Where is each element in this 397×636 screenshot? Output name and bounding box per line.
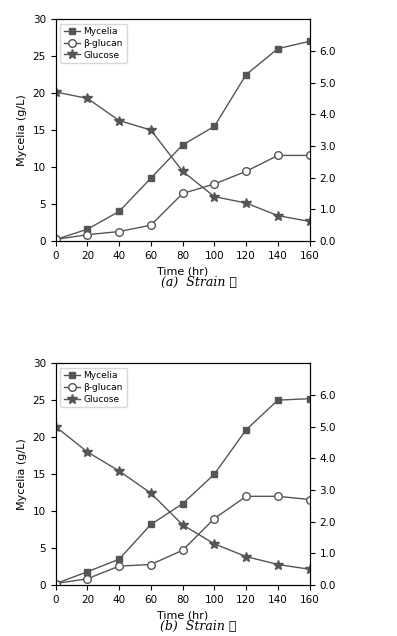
β-glucan bbox=[85, 575, 90, 583]
Glucose bbox=[53, 423, 58, 431]
Glucose bbox=[53, 88, 58, 96]
Mycelia bbox=[212, 470, 217, 478]
Glucose bbox=[307, 218, 312, 225]
Glucose bbox=[85, 448, 90, 456]
β-glucan bbox=[148, 561, 153, 569]
Mycelia bbox=[53, 580, 58, 588]
Mycelia bbox=[276, 396, 280, 404]
Mycelia bbox=[148, 521, 153, 529]
Glucose bbox=[180, 521, 185, 529]
Glucose bbox=[212, 193, 217, 200]
Line: Glucose: Glucose bbox=[51, 87, 314, 226]
β-glucan bbox=[180, 546, 185, 554]
Line: β-glucan: β-glucan bbox=[52, 151, 314, 244]
Line: Mycelia: Mycelia bbox=[52, 38, 313, 243]
β-glucan bbox=[212, 515, 217, 522]
Mycelia bbox=[307, 395, 312, 403]
Mycelia bbox=[117, 555, 121, 563]
β-glucan bbox=[244, 167, 249, 175]
Text: (b)  Strain ②: (b) Strain ② bbox=[160, 620, 237, 633]
Glucose bbox=[148, 489, 153, 497]
Mycelia bbox=[212, 123, 217, 130]
β-glucan bbox=[148, 221, 153, 229]
Glucose bbox=[117, 467, 121, 475]
Glucose bbox=[307, 565, 312, 573]
Mycelia bbox=[180, 141, 185, 149]
X-axis label: Time (hr): Time (hr) bbox=[157, 266, 208, 276]
Glucose bbox=[148, 127, 153, 134]
β-glucan bbox=[53, 236, 58, 244]
Glucose bbox=[276, 561, 280, 569]
Legend: Mycelia, β-glucan, Glucose: Mycelia, β-glucan, Glucose bbox=[60, 24, 127, 63]
Mycelia bbox=[85, 568, 90, 576]
β-glucan bbox=[85, 231, 90, 238]
Glucose bbox=[276, 212, 280, 219]
β-glucan bbox=[276, 492, 280, 500]
Mycelia bbox=[85, 225, 90, 233]
β-glucan bbox=[307, 495, 312, 503]
Mycelia bbox=[117, 207, 121, 215]
Mycelia bbox=[307, 38, 312, 45]
Glucose bbox=[244, 199, 249, 207]
Glucose bbox=[117, 117, 121, 125]
Mycelia bbox=[53, 236, 58, 244]
Line: Glucose: Glucose bbox=[51, 422, 314, 574]
Line: β-glucan: β-glucan bbox=[52, 492, 314, 588]
Glucose bbox=[212, 540, 217, 548]
β-glucan bbox=[212, 180, 217, 188]
β-glucan bbox=[244, 492, 249, 500]
Legend: Mycelia, β-glucan, Glucose: Mycelia, β-glucan, Glucose bbox=[60, 368, 127, 407]
Glucose bbox=[244, 553, 249, 560]
Mycelia bbox=[148, 174, 153, 182]
β-glucan bbox=[307, 151, 312, 159]
β-glucan bbox=[117, 562, 121, 570]
Mycelia bbox=[276, 45, 280, 53]
β-glucan bbox=[53, 580, 58, 588]
X-axis label: Time (hr): Time (hr) bbox=[157, 611, 208, 620]
Glucose bbox=[85, 95, 90, 102]
Mycelia bbox=[180, 500, 185, 508]
Mycelia bbox=[244, 71, 249, 78]
Y-axis label: Mycelia (g/L): Mycelia (g/L) bbox=[17, 94, 27, 166]
β-glucan bbox=[180, 190, 185, 197]
Y-axis label: Mycelia (g/L): Mycelia (g/L) bbox=[17, 438, 27, 510]
Mycelia bbox=[244, 426, 249, 434]
Line: Mycelia: Mycelia bbox=[52, 396, 313, 587]
Glucose bbox=[180, 167, 185, 175]
Text: (a)  Strain ①: (a) Strain ① bbox=[160, 276, 237, 289]
β-glucan bbox=[276, 151, 280, 159]
β-glucan bbox=[117, 228, 121, 235]
